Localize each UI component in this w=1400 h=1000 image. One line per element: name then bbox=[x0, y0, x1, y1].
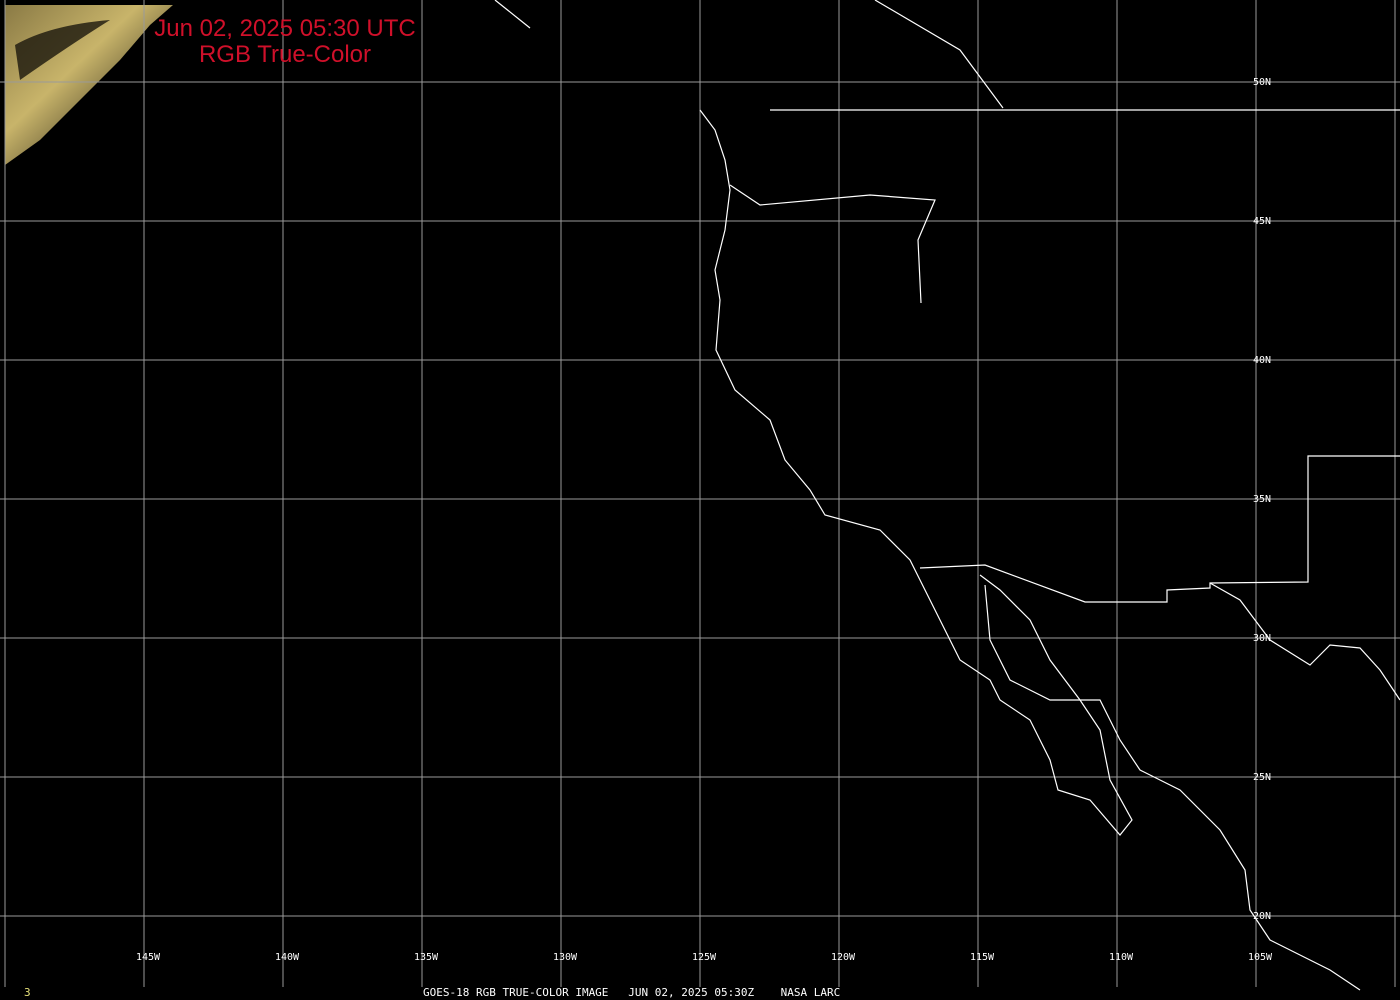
longitude-label: 115W bbox=[970, 952, 995, 963]
longitude-label: 125W bbox=[692, 952, 717, 963]
latitude-label: 35N bbox=[1253, 494, 1271, 505]
longitude-label: 145W bbox=[136, 952, 161, 963]
grid-labels: 145W 140W 135W 130W 125W 120W 115W 110W 105W 50N 4… bbox=[136, 77, 1273, 963]
longitude-label: 130W bbox=[553, 952, 578, 963]
longitude-label: 135W bbox=[414, 952, 439, 963]
footer-caption: GOES-18 RGB TRUE-COLOR IMAGE JUN 02, 202… bbox=[423, 986, 841, 999]
cloud-dark-band bbox=[15, 20, 110, 80]
latitude-label: 20N bbox=[1253, 911, 1271, 922]
latitude-label: 40N bbox=[1253, 355, 1271, 366]
title-product: RGB True-Color bbox=[198, 41, 372, 68]
coastline-gulf bbox=[1209, 582, 1400, 701]
canada-provinces bbox=[874, 0, 1004, 109]
state-borders bbox=[729, 184, 936, 304]
latitude-label: 30N bbox=[1253, 633, 1271, 644]
border-us-mexico bbox=[919, 455, 1400, 603]
frame-number: 3 bbox=[24, 986, 31, 999]
latitude-label: 25N bbox=[1253, 772, 1271, 783]
title-datetime: Jun 02, 2025 05:30 UTC bbox=[154, 15, 416, 42]
coastline-mainland-mexico bbox=[984, 584, 1361, 991]
coastline-west bbox=[699, 109, 1133, 836]
latitude-label: 45N bbox=[1253, 216, 1271, 227]
longitude-label: 105W bbox=[1248, 952, 1273, 963]
longitude-label: 110W bbox=[1109, 952, 1134, 963]
coastline-bc bbox=[494, 0, 531, 29]
longitude-label: 120W bbox=[831, 952, 856, 963]
latitude-label: 50N bbox=[1253, 77, 1271, 88]
longitude-label: 140W bbox=[275, 952, 300, 963]
boundaries bbox=[494, 0, 1400, 991]
